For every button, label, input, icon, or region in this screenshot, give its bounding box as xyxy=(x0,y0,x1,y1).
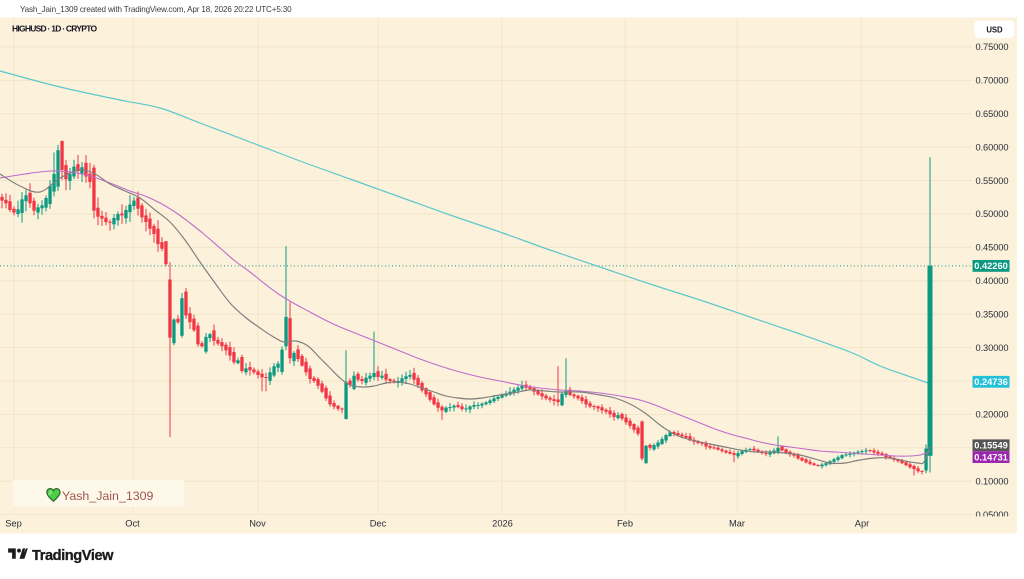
svg-text:USD: USD xyxy=(986,26,1003,35)
svg-text:0.05000: 0.05000 xyxy=(976,510,1009,520)
svg-text:Dec: Dec xyxy=(370,519,387,529)
svg-text:0.24736: 0.24736 xyxy=(974,377,1008,387)
svg-text:0.60000: 0.60000 xyxy=(976,142,1009,152)
svg-text:2026: 2026 xyxy=(492,519,513,529)
svg-text:Yash_Jain_1309: Yash_Jain_1309 xyxy=(62,489,154,503)
svg-text:0.40000: 0.40000 xyxy=(976,276,1009,286)
svg-text:0.15549: 0.15549 xyxy=(974,441,1008,451)
svg-text:0.75000: 0.75000 xyxy=(976,42,1009,52)
svg-text:0.45000: 0.45000 xyxy=(976,243,1009,253)
svg-text:0.42260: 0.42260 xyxy=(974,261,1008,271)
svg-text:Oct: Oct xyxy=(125,519,140,529)
svg-text:Sep: Sep xyxy=(5,519,22,529)
svg-text:0.14731: 0.14731 xyxy=(974,452,1008,462)
svg-text:0.30000: 0.30000 xyxy=(976,343,1009,353)
svg-text:0.65000: 0.65000 xyxy=(976,109,1009,119)
svg-text:0.70000: 0.70000 xyxy=(976,76,1009,86)
svg-text:TradingView: TradingView xyxy=(32,548,114,564)
svg-text:0.20000: 0.20000 xyxy=(976,410,1009,420)
svg-text:Mar: Mar xyxy=(729,519,745,529)
svg-text:Feb: Feb xyxy=(617,519,633,529)
svg-text:0.35000: 0.35000 xyxy=(976,309,1009,319)
svg-text:0.50000: 0.50000 xyxy=(976,209,1009,219)
svg-text:HIGHUSD · 1D · CRYPTO: HIGHUSD · 1D · CRYPTO xyxy=(12,24,98,34)
svg-text:Yash_Jain_1309 created with Tr: Yash_Jain_1309 created with TradingView.… xyxy=(20,5,292,14)
svg-text:0.10000: 0.10000 xyxy=(976,476,1009,486)
svg-text:0.55000: 0.55000 xyxy=(976,176,1009,186)
svg-text:Nov: Nov xyxy=(249,519,266,529)
svg-text:Apr: Apr xyxy=(855,519,869,529)
